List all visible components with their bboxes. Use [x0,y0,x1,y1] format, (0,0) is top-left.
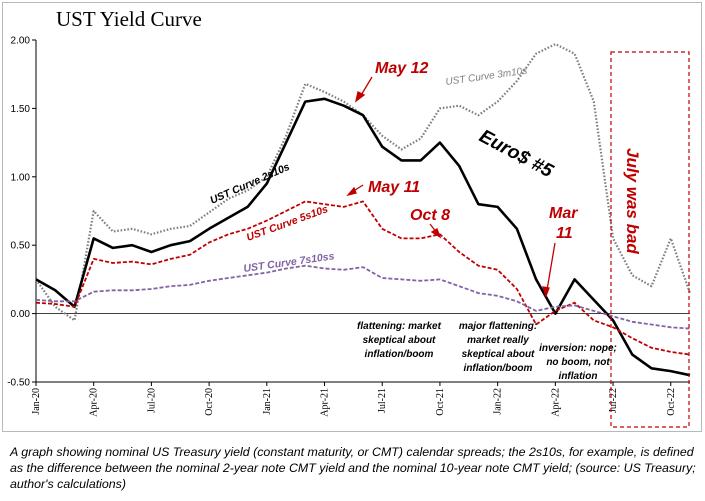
yield-curve-chart: UST Yield Curve 2.00 1.50 1.00 0.50 0.00 -0.5… [7,7,692,428]
chart-frame [2,2,702,432]
annotation-11: 11 [556,225,573,242]
arrow-mar11-head [542,286,550,298]
y-tick-label: 2.00 [11,36,31,47]
arrow-may12-head [354,91,366,103]
commentary-notes: flattening: market skeptical about infla… [357,321,617,382]
series-line-ust-curve-2s10s [35,97,691,377]
chart-title: UST Yield Curve [56,7,202,31]
y-tick-label: -0.50 [7,378,30,389]
x-tick-label: Jul-21 [377,388,388,413]
arrow-may11-head [346,186,357,197]
annotation-eurodollar: Euro$ #5 [476,126,557,182]
x-tick-label: Apr-21 [320,388,331,417]
figure-caption: A graph showing nominal US Treasury yiel… [10,445,696,491]
series-layer [35,42,692,377]
note3-line1: inversion: nope; [539,343,617,354]
series-line-ust-curve-3m10s [35,42,692,322]
note2-line3: skeptical about [462,349,535,360]
arrow-mar11 [546,242,556,291]
y-tick-label: 1.50 [11,104,31,115]
note2-line2: market really [467,335,529,346]
note2-line1: major flattening: [459,321,537,332]
july-highlight-box [610,51,690,428]
annotation-mar: Mar [549,205,578,222]
x-tick-label: Jan-20 [31,388,42,415]
x-tick-label: Oct-20 [204,388,215,416]
x-tick-label: Apr-22 [550,388,561,417]
series-line-ust-curve-7s10ss [35,264,691,330]
note1-line3: inflation/boom [365,349,434,360]
note3-line2: no boom, not [546,357,610,368]
arrow-oct8-head [430,228,442,239]
annotation-oct8: Oct 8 [410,207,450,224]
annotation-may11: May 11 [368,179,420,196]
x-tick-label: Jan-21 [262,388,273,415]
y-axis: 2.00 1.50 1.00 0.50 0.00 -0.50 [7,36,690,389]
x-tick-label: Apr-20 [89,388,100,417]
x-tick-label: Jan-22 [493,388,504,415]
x-tick-label: Oct-22 [666,388,677,416]
note1-line1: flattening: market [357,321,442,332]
label-5s10s: UST Curve 5s10s [245,203,330,244]
note1-line2: skeptical about [363,335,436,346]
annotation-may12: May 12 [375,60,428,77]
note2-line4: inflation/boom [464,363,533,374]
x-tick-label: Jul-22 [608,388,619,413]
y-tick-label: 0.00 [11,309,31,320]
label-3m10s: UST Curve 3m10s [445,66,528,88]
label-2s10s: UST Curve 2s10s [208,161,291,207]
x-axis: Jan-20 Apr-20 Jul-20 Oct-20 Jan-21 Apr-21 Jul-… [31,381,690,417]
y-tick-label: 1.00 [11,172,31,183]
x-tick-label: Oct-21 [435,388,446,416]
series-line-ust-curve-5s10s [35,200,691,356]
annotation-arrows [346,76,556,298]
note3-line3: inflation [559,371,598,382]
x-tick-label: Jul-20 [146,388,157,413]
label-7s10ss: UST Curve 7s10ss [243,250,336,275]
y-tick-label: 0.50 [11,241,31,252]
annotation-july-was-bad: July was bad [623,148,642,254]
